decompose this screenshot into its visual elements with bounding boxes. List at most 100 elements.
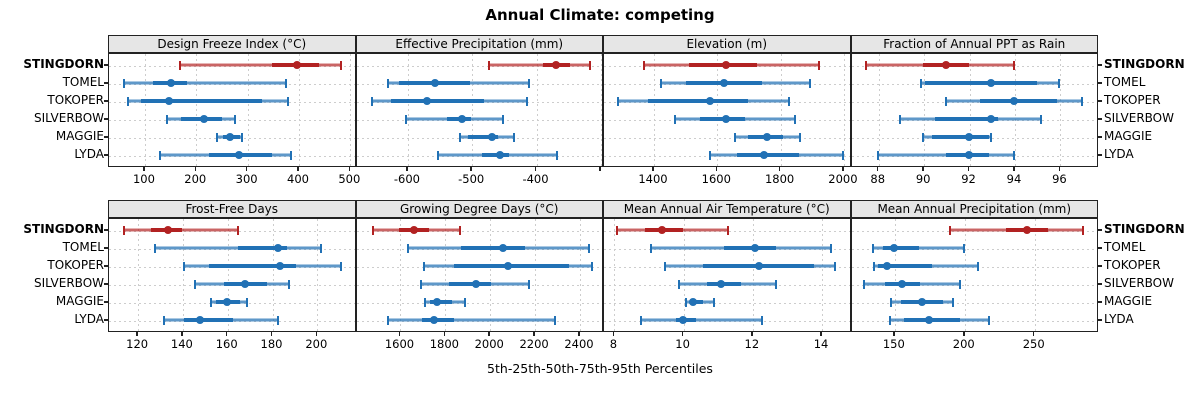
median-dot bbox=[167, 79, 176, 87]
whisker-line bbox=[124, 82, 287, 84]
whisker-cap-low bbox=[888, 315, 891, 325]
x-tick bbox=[534, 167, 537, 171]
whisker-cap-high bbox=[775, 279, 778, 289]
pct-band-iqr bbox=[184, 318, 234, 322]
x-gridline bbox=[536, 54, 538, 166]
whisker-cap-high bbox=[818, 60, 821, 70]
whisker-cap-high bbox=[987, 315, 990, 325]
x-tick-label: 1600 bbox=[384, 337, 415, 351]
x-gridline bbox=[144, 54, 146, 166]
whisker-cap-low bbox=[685, 297, 688, 307]
panel-strip: Elevation (m) bbox=[603, 35, 851, 53]
x-gridline bbox=[247, 54, 249, 166]
y-tick bbox=[104, 154, 108, 156]
whisker-cap-high bbox=[799, 132, 802, 142]
whisker-cap-low bbox=[123, 78, 126, 88]
x-tick-label: 96 bbox=[1052, 172, 1067, 186]
y-tick bbox=[1098, 100, 1102, 102]
x-tick-label: 94 bbox=[1006, 172, 1022, 186]
median-dot bbox=[422, 97, 431, 105]
panel bbox=[108, 218, 356, 332]
x-tick-label: -500 bbox=[458, 172, 485, 186]
x-gridline bbox=[407, 54, 409, 166]
whisker-cap-high bbox=[233, 114, 236, 124]
x-tick bbox=[715, 167, 718, 171]
x-gridline bbox=[822, 219, 824, 331]
whisker-cap-low bbox=[126, 96, 129, 106]
whisker-cap-high bbox=[1012, 150, 1015, 160]
whisker-cap-high bbox=[833, 261, 836, 271]
whisker-cap-high bbox=[591, 261, 594, 271]
whisker-line bbox=[388, 319, 556, 321]
whisker-cap-high bbox=[277, 315, 280, 325]
site-label-left: TOMEL bbox=[62, 75, 104, 89]
y-gridline bbox=[851, 267, 1097, 268]
site-label-right: TOKOPER bbox=[1104, 93, 1161, 107]
panel bbox=[603, 218, 851, 332]
strip-label: Fraction of Annual PPT as Rain bbox=[883, 37, 1066, 51]
whisker-cap-high bbox=[962, 243, 965, 253]
whisker-cap-high bbox=[712, 297, 715, 307]
median-dot bbox=[882, 262, 891, 270]
y-tick bbox=[104, 283, 108, 285]
x-tick-label: 92 bbox=[961, 172, 976, 186]
x-tick-label: 100 bbox=[132, 172, 155, 186]
x-tick bbox=[1058, 167, 1061, 171]
whisker-cap-high bbox=[788, 96, 791, 106]
y-gridline bbox=[356, 321, 602, 322]
x-tick bbox=[406, 167, 408, 171]
whisker-cap-low bbox=[437, 150, 440, 160]
y-tick bbox=[104, 82, 108, 84]
x-gridline bbox=[843, 54, 845, 166]
whisker-cap-high bbox=[794, 114, 797, 124]
x-gridline bbox=[717, 54, 719, 166]
site-label-left: STINGDORN bbox=[23, 222, 104, 236]
whisker-cap-high bbox=[459, 225, 462, 235]
panel-strip: Fraction of Annual PPT as Rain bbox=[850, 35, 1098, 53]
median-dot bbox=[898, 280, 907, 288]
site-label-left: MAGGIE bbox=[55, 294, 104, 308]
y-gridline bbox=[851, 249, 1097, 250]
x-gridline bbox=[964, 219, 966, 331]
x-tick-label: 12 bbox=[744, 337, 760, 351]
pct-band-outer bbox=[179, 63, 341, 67]
whisker-cap-low bbox=[948, 225, 951, 235]
median-dot bbox=[924, 316, 933, 324]
whisker-cap-low bbox=[404, 114, 407, 124]
y-gridline bbox=[604, 321, 850, 322]
median-dot bbox=[200, 115, 209, 123]
x-gridline bbox=[138, 219, 140, 331]
panel-strip: Mean Annual Air Temperature (°C) bbox=[603, 200, 851, 218]
whisker-cap-high bbox=[554, 315, 557, 325]
whisker-line bbox=[641, 319, 763, 321]
x-tick-label: 150 bbox=[882, 337, 905, 351]
y-gridline bbox=[604, 303, 850, 304]
whisker-cap-high bbox=[1058, 78, 1061, 88]
whisker-cap-low bbox=[734, 132, 737, 142]
x-tick bbox=[820, 332, 822, 336]
site-label-left: MAGGIE bbox=[55, 129, 104, 143]
whisker-cap-low bbox=[678, 279, 681, 289]
x-tick-label: 120 bbox=[126, 337, 149, 351]
panel bbox=[850, 53, 1098, 167]
site-label-left: SILVERBOW bbox=[34, 111, 104, 125]
whisker-cap-low bbox=[194, 279, 197, 289]
panel-strip: Growing Degree Days (°C) bbox=[355, 200, 603, 218]
median-dot bbox=[1009, 97, 1018, 105]
site-label-right: STINGDORN bbox=[1104, 222, 1185, 236]
pct-band-iqr bbox=[882, 246, 919, 250]
whisker-cap-high bbox=[339, 261, 342, 271]
whisker-cap-high bbox=[830, 243, 833, 253]
median-dot bbox=[410, 226, 419, 234]
whisker-cap-low bbox=[216, 132, 219, 142]
x-gridline bbox=[924, 54, 926, 166]
whisker-cap-low bbox=[407, 243, 410, 253]
y-gridline bbox=[356, 303, 602, 304]
median-dot bbox=[430, 316, 439, 324]
whisker-cap-high bbox=[808, 78, 811, 88]
x-tick bbox=[578, 332, 580, 336]
whisker-cap-low bbox=[922, 132, 925, 142]
x-tick bbox=[443, 332, 446, 336]
panel bbox=[850, 218, 1098, 332]
whisker-cap-low bbox=[876, 150, 879, 160]
